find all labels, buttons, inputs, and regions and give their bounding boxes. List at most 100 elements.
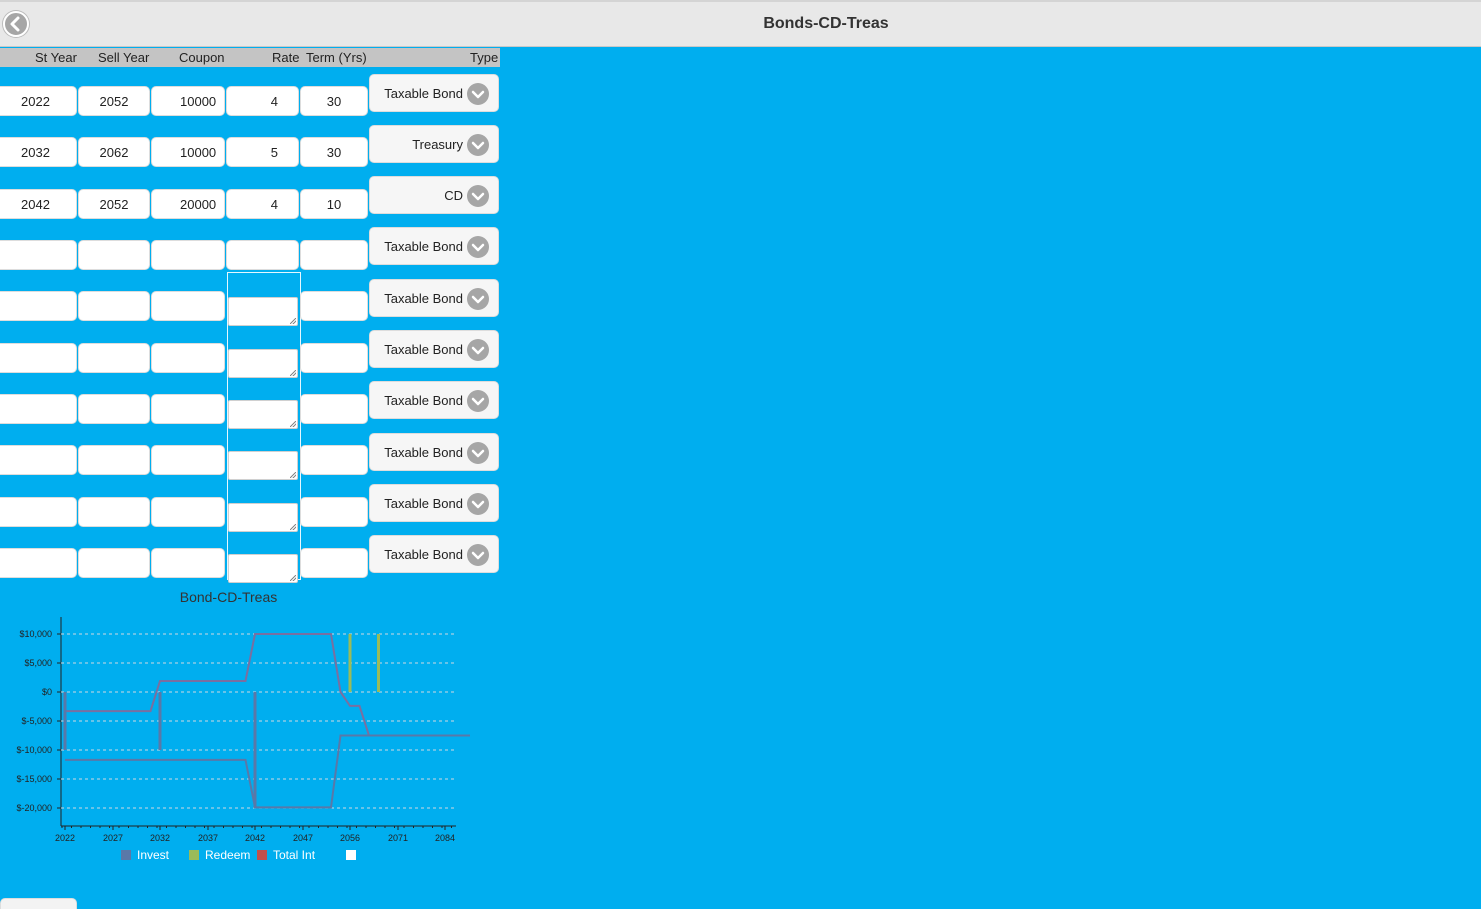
coupon-input[interactable] xyxy=(151,291,225,321)
term-input[interactable]: 30 xyxy=(300,86,368,116)
rate-input[interactable]: 4 xyxy=(226,189,299,219)
st-year-input[interactable] xyxy=(0,445,77,475)
type-select-label: Taxable Bond xyxy=(384,239,463,254)
legend-label: Invest xyxy=(137,848,170,862)
st-year-input[interactable] xyxy=(0,548,77,578)
app-header: Bonds-CD-Treas xyxy=(0,0,1481,47)
rate-input[interactable] xyxy=(226,240,299,270)
st-year-input[interactable]: 2022 xyxy=(0,86,77,116)
x-tick-label: 2022 xyxy=(55,833,75,843)
y-tick-label: $-5,000 xyxy=(21,716,52,726)
type-select-label: Taxable Bond xyxy=(384,393,463,408)
legend-swatch xyxy=(189,850,199,860)
col-coupon: Coupon xyxy=(179,50,225,65)
y-tick-label: $10,000 xyxy=(19,629,52,639)
type-select[interactable]: Taxable Bond xyxy=(369,535,499,573)
x-tick-label: 2032 xyxy=(150,833,170,843)
rate-textarea[interactable] xyxy=(228,451,298,480)
col-rate: Rate xyxy=(272,50,300,65)
y-tick-label: $0 xyxy=(42,687,52,697)
coupon-input[interactable] xyxy=(151,497,225,527)
chevron-down-icon xyxy=(467,339,489,361)
back-button[interactable] xyxy=(3,11,29,37)
rate-textarea[interactable] xyxy=(228,400,298,429)
term-input[interactable]: 30 xyxy=(300,137,368,167)
chevron-down-icon xyxy=(467,288,489,310)
term-input[interactable] xyxy=(300,548,368,578)
type-select-label: CD xyxy=(444,188,463,203)
st-year-input[interactable] xyxy=(0,497,77,527)
coupon-input[interactable] xyxy=(151,394,225,424)
x-tick-label: 2027 xyxy=(103,833,123,843)
x-tick-label: 2037 xyxy=(198,833,218,843)
coupon-input[interactable] xyxy=(151,445,225,475)
term-input[interactable] xyxy=(300,497,368,527)
series-bar xyxy=(377,634,380,692)
sell-year-input[interactable]: 2062 xyxy=(78,137,150,167)
col-st-year: St Year xyxy=(35,50,77,65)
coupon-input[interactable]: 10000 xyxy=(151,137,225,167)
term-input[interactable] xyxy=(300,240,368,270)
type-select[interactable]: Taxable Bond xyxy=(369,330,499,368)
x-tick-label: 2056 xyxy=(340,833,360,843)
coupon-input[interactable] xyxy=(151,548,225,578)
term-input[interactable] xyxy=(300,343,368,373)
y-tick-label: $-10,000 xyxy=(16,745,52,755)
legend-swatch xyxy=(257,850,267,860)
coupon-input[interactable]: 10000 xyxy=(151,86,225,116)
term-input[interactable]: 10 xyxy=(300,189,368,219)
chevron-down-icon xyxy=(467,493,489,515)
rate-input[interactable]: 5 xyxy=(226,137,299,167)
rate-textarea[interactable] xyxy=(228,349,298,378)
st-year-input[interactable] xyxy=(0,394,77,424)
type-select-label: Taxable Bond xyxy=(384,291,463,306)
term-input[interactable] xyxy=(300,394,368,424)
st-year-input[interactable] xyxy=(0,240,77,270)
series-bar xyxy=(158,692,162,750)
x-tick-label: 2084 xyxy=(435,833,455,843)
coupon-input[interactable] xyxy=(151,343,225,373)
type-select[interactable]: CD xyxy=(369,176,499,214)
chevron-down-icon xyxy=(467,185,489,207)
st-year-input[interactable] xyxy=(0,291,77,321)
sell-year-input[interactable] xyxy=(78,497,150,527)
rate-textarea[interactable] xyxy=(228,554,298,583)
type-select[interactable]: Taxable Bond xyxy=(369,279,499,317)
term-input[interactable] xyxy=(300,291,368,321)
sell-year-input[interactable]: 2052 xyxy=(78,86,150,116)
sell-year-input[interactable] xyxy=(78,394,150,424)
rate-textarea[interactable] xyxy=(228,297,298,326)
type-select[interactable]: Taxable Bond xyxy=(369,484,499,522)
col-type: Type xyxy=(470,50,499,65)
sell-year-input[interactable] xyxy=(78,343,150,373)
type-select[interactable]: Treasury xyxy=(369,125,499,163)
st-year-input[interactable] xyxy=(0,343,77,373)
type-select[interactable]: Taxable Bond xyxy=(369,433,499,471)
legend-label: Total Int xyxy=(273,848,316,862)
bottom-button[interactable] xyxy=(0,898,77,909)
coupon-input[interactable] xyxy=(151,240,225,270)
sell-year-input[interactable] xyxy=(78,548,150,578)
column-header-bar: St Year Sell Year Coupon Rate Term (Yrs)… xyxy=(0,48,500,67)
series-line xyxy=(65,734,470,809)
sell-year-input[interactable] xyxy=(78,291,150,321)
term-input[interactable] xyxy=(300,445,368,475)
type-select[interactable]: Taxable Bond xyxy=(369,381,499,419)
rate-input[interactable]: 4 xyxy=(226,86,299,116)
x-tick-label: 2047 xyxy=(293,833,313,843)
sell-year-input[interactable] xyxy=(78,240,150,270)
type-select-label: Taxable Bond xyxy=(384,547,463,562)
sell-year-input[interactable]: 2052 xyxy=(78,189,150,219)
type-select[interactable]: Taxable Bond xyxy=(369,74,499,112)
chevron-down-icon xyxy=(467,134,489,156)
chart-title: Bond-CD-Treas xyxy=(179,589,278,605)
st-year-input[interactable]: 2042 xyxy=(0,189,77,219)
legend-swatch xyxy=(121,850,131,860)
series-line xyxy=(65,633,470,737)
coupon-input[interactable]: 20000 xyxy=(151,189,225,219)
type-select[interactable]: Taxable Bond xyxy=(369,227,499,265)
rate-textarea[interactable] xyxy=(228,503,298,532)
type-select-label: Taxable Bond xyxy=(384,496,463,511)
st-year-input[interactable]: 2032 xyxy=(0,137,77,167)
sell-year-input[interactable] xyxy=(78,445,150,475)
